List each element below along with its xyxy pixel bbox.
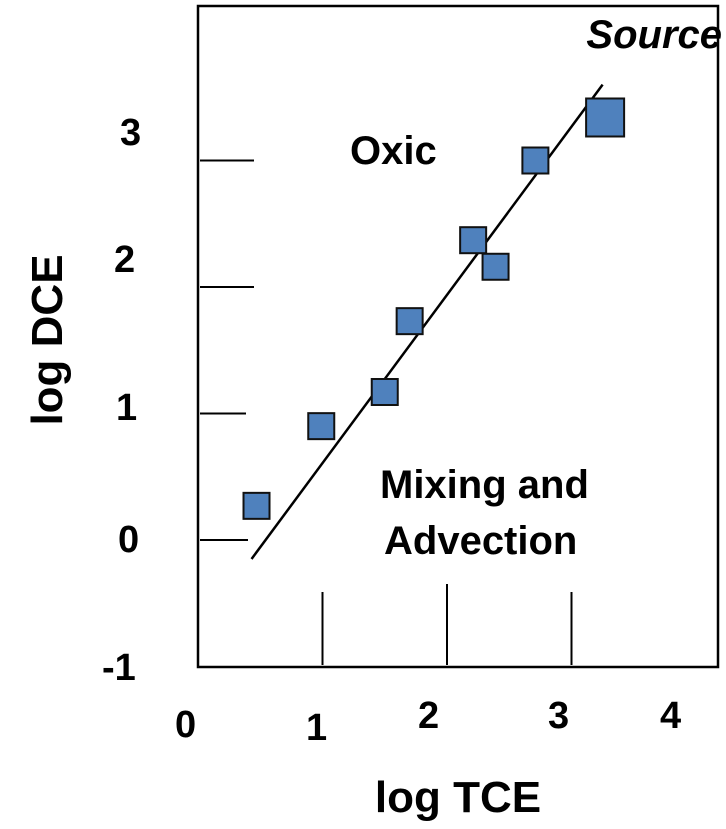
- data-point: [242, 491, 271, 520]
- x-tick-label-3: 3: [548, 695, 569, 737]
- x-tick-label-0: 0: [175, 704, 196, 746]
- data-points: [242, 97, 626, 520]
- x-tick-labels: 0 1 2 3 4: [175, 695, 681, 749]
- data-point: [521, 146, 550, 175]
- y-tick-label-3: 3: [120, 112, 141, 154]
- mixing-label-line2: Advection: [384, 519, 577, 563]
- x-axis-title: log TCE: [375, 773, 541, 822]
- source-label: Source: [586, 13, 722, 57]
- plot-frame: [196, 4, 720, 669]
- data-point: [481, 252, 510, 281]
- y-tick-label-0: 0: [118, 519, 139, 561]
- data-point: [307, 412, 336, 441]
- data-point: [370, 377, 399, 406]
- y-tick-label-neg1: -1: [102, 647, 136, 689]
- oxic-label: Oxic: [350, 129, 437, 173]
- x-tick-label-2: 2: [418, 695, 439, 737]
- y-tick-label-2: 2: [114, 239, 135, 281]
- x-tick-label-1: 1: [306, 707, 327, 749]
- data-point: [395, 307, 424, 336]
- y-tick-label-1: 1: [116, 387, 137, 429]
- x-tick-label-4: 4: [660, 695, 681, 737]
- source-point: [585, 97, 626, 138]
- y-axis-title: log DCE: [23, 254, 72, 425]
- internal-tick-marks: [200, 159, 573, 665]
- y-tick-labels: -1 0 1 2 3: [102, 112, 141, 689]
- mixing-label-line1: Mixing and: [380, 463, 589, 507]
- data-point: [459, 226, 488, 255]
